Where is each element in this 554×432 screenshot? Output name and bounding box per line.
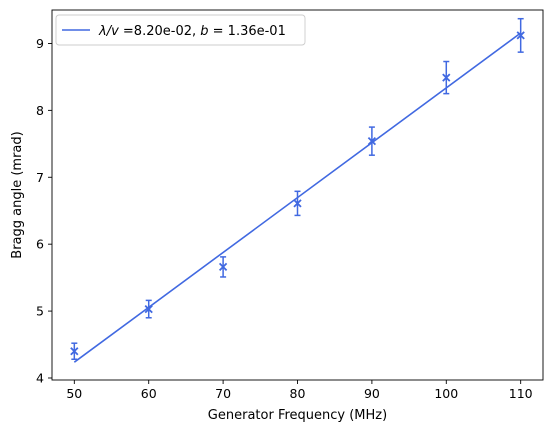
x-tick-label: 70 — [215, 386, 231, 401]
y-tick-label: 9 — [36, 36, 44, 51]
plot-marks — [70, 17, 525, 363]
x-marker — [442, 73, 451, 82]
x-tick-label: 90 — [364, 386, 380, 401]
x-marker — [516, 31, 525, 40]
data-point — [516, 17, 525, 53]
y-tick-label: 6 — [36, 237, 44, 252]
y-tick-label: 7 — [36, 170, 44, 185]
x-tick-label: 100 — [434, 386, 458, 401]
legend-label: λ/v =8.20e-02, b = 1.36e-01 — [98, 24, 286, 39]
x-marker — [218, 262, 228, 272]
y-axis-label: Bragg angle (mrad) — [10, 131, 25, 258]
x-marker — [70, 347, 79, 356]
x-tick-label: 110 — [509, 386, 533, 401]
legend-b-value: = 1.36e-01 — [209, 24, 286, 39]
x-axis-label: Generator Frequency (MHz) — [208, 408, 387, 423]
x-tick-label: 80 — [290, 386, 306, 401]
data-point — [442, 60, 451, 95]
x-marker — [144, 304, 153, 314]
y-tick-label: 8 — [36, 103, 44, 118]
y-tick-label: 5 — [36, 304, 44, 319]
y-axis-ticks: 4 5 6 7 8 9 — [36, 36, 52, 385]
y-tick-label: 4 — [36, 370, 44, 385]
x-marker — [367, 137, 377, 146]
legend-lambda-v: λ/v — [98, 24, 119, 39]
data-point — [367, 126, 377, 156]
x-tick-label: 50 — [66, 386, 82, 401]
legend-lambda-v-value: =8.20e-02, — [119, 24, 200, 39]
data-point — [293, 190, 302, 217]
data-point — [70, 342, 79, 361]
data-point — [218, 256, 228, 278]
legend-box — [55, 14, 306, 46]
x-tick-label: 60 — [141, 386, 157, 401]
x-marker — [293, 199, 302, 208]
x-axis-ticks: 50 60 70 80 90 100 110 — [66, 380, 533, 401]
data-point — [144, 299, 153, 319]
legend-b: b — [200, 24, 208, 39]
legend: λ/v =8.20e-02, b = 1.36e-01 — [55, 14, 306, 46]
